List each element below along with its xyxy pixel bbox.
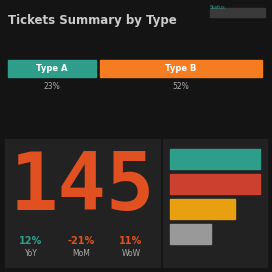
Text: Status: Status <box>210 5 226 10</box>
Text: 23%: 23% <box>44 82 60 91</box>
Bar <box>100 60 262 77</box>
Text: -21%: -21% <box>67 236 95 246</box>
Text: Type B: Type B <box>165 64 197 73</box>
Text: 145: 145 <box>10 149 155 227</box>
Text: 12%: 12% <box>19 236 43 246</box>
Bar <box>170 149 260 169</box>
Text: YoY: YoY <box>24 249 38 258</box>
Bar <box>8 60 96 77</box>
Bar <box>210 8 265 17</box>
Bar <box>170 199 235 219</box>
Bar <box>170 174 260 194</box>
Bar <box>170 224 211 244</box>
Text: MoM: MoM <box>72 249 90 258</box>
Text: 52%: 52% <box>173 82 189 91</box>
Text: WoW: WoW <box>121 249 141 258</box>
Text: 11%: 11% <box>119 236 143 246</box>
Bar <box>163 139 267 267</box>
Text: Tickets Summary by Type: Tickets Summary by Type <box>8 14 177 27</box>
Bar <box>5 139 160 267</box>
Text: Type A: Type A <box>36 64 68 73</box>
